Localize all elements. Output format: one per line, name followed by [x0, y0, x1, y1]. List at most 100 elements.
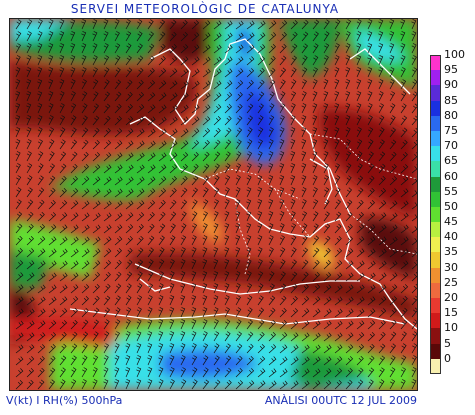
wind-barb [213, 247, 219, 258]
wind-barb [411, 212, 417, 222]
wind-barb [235, 380, 244, 390]
wind-barb [147, 367, 153, 378]
wind-barb [169, 295, 175, 306]
wind-barb [26, 356, 35, 366]
wind-barb [290, 175, 296, 186]
wind-barb [224, 92, 233, 102]
wind-barb [114, 188, 123, 198]
wind-barb [268, 259, 275, 270]
wind-barb [279, 344, 288, 354]
wind-barb [356, 115, 362, 126]
wind-barb [235, 199, 241, 210]
wind-barb [70, 379, 77, 390]
wind-barb [279, 259, 286, 270]
wind-barb [334, 139, 340, 150]
wind-barb [257, 235, 263, 246]
wind-barb [158, 271, 164, 282]
wind-barb [59, 296, 68, 306]
wind-barb [367, 91, 373, 102]
wind-barb [103, 212, 112, 222]
wind-barb [334, 223, 342, 234]
wind-barb [191, 128, 200, 138]
wind-barb [323, 380, 332, 390]
wind-barb [301, 91, 307, 102]
wind-barb [202, 331, 208, 342]
wind-barb [323, 368, 332, 378]
wind-barb [169, 379, 175, 390]
wind-barb [180, 92, 189, 102]
wind-barb [213, 20, 222, 30]
wind-barb [191, 283, 197, 294]
wind-barb [81, 272, 90, 282]
wind-barb [356, 320, 365, 330]
wind-barb [323, 175, 329, 186]
wind-barb [125, 164, 134, 174]
wind-barb [356, 367, 364, 378]
wind-barb [301, 380, 310, 390]
wind-barb [301, 308, 310, 318]
wind-barb [323, 91, 329, 102]
wind-barb [224, 259, 230, 270]
wind-barb [202, 139, 210, 150]
wind-barb [345, 332, 354, 342]
wind-barb [169, 19, 177, 30]
wind-barb [70, 224, 79, 234]
wind-barb [356, 103, 362, 114]
wind-barb [15, 67, 21, 78]
wind-barb [147, 92, 156, 102]
wind-barb [246, 271, 252, 282]
wind-barb [70, 200, 79, 210]
legend-label: 60 [444, 169, 458, 183]
wind-barb [158, 319, 164, 330]
wind-barb [367, 139, 374, 150]
wind-barb [224, 20, 233, 30]
wind-barb [136, 355, 142, 366]
wind-barb [147, 200, 156, 210]
wind-barb [147, 116, 156, 126]
wind-barb [312, 235, 320, 246]
wind-barb [103, 367, 109, 378]
wind-barb [213, 235, 219, 246]
wind-barb [125, 331, 131, 342]
wind-barb [246, 199, 252, 210]
wind-barb [312, 356, 321, 366]
wind-barb [37, 379, 45, 390]
wind-barb [147, 295, 153, 306]
wind-barb [37, 31, 43, 42]
wind-barb [312, 284, 321, 294]
wind-barb [26, 320, 35, 330]
wind-barb [290, 356, 299, 366]
wind-barb [378, 55, 384, 66]
wind-barb [224, 115, 232, 126]
wind-barb [290, 139, 296, 150]
wind-barb [334, 79, 340, 90]
wind-barb [158, 188, 167, 198]
wind-barb [81, 284, 90, 294]
wind-barb [202, 187, 209, 198]
wind-barb [334, 320, 343, 330]
wind-barb [59, 200, 68, 210]
wind-barb [312, 55, 319, 66]
wind-barb [26, 163, 33, 174]
footer-analysis-label: ANÀLISI 00UTC 12 JUL 2009 [264, 394, 417, 407]
wind-barb [213, 187, 220, 198]
wind-barb [279, 139, 285, 150]
wind-barb [15, 55, 21, 66]
wind-barb [400, 224, 409, 234]
wind-barb [290, 295, 298, 306]
wind-barb [323, 199, 330, 210]
wind-barb [246, 283, 253, 294]
wind-barb [345, 356, 354, 366]
wind-barb [136, 176, 145, 186]
wind-barb [400, 260, 409, 270]
wind-barb [389, 67, 395, 78]
wind-barb [26, 236, 34, 246]
wind-barb [48, 151, 55, 162]
wind-barb [235, 68, 244, 78]
wind-barb [26, 379, 34, 390]
wind-barb [202, 343, 209, 354]
wind-barb [180, 32, 188, 42]
wind-barb [59, 163, 67, 174]
wind-barb [103, 224, 112, 234]
wind-barb [70, 236, 79, 246]
